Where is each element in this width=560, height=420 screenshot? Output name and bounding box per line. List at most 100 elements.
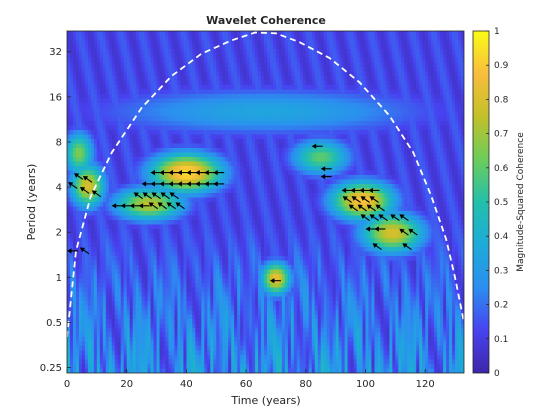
heatmap-cell bbox=[284, 193, 289, 198]
heatmap-cell bbox=[258, 98, 262, 104]
heatmap-cell bbox=[192, 31, 196, 36]
heatmap-cell bbox=[201, 107, 205, 113]
heatmap-cell bbox=[281, 130, 286, 135]
heatmap-cell bbox=[174, 85, 178, 90]
heatmap-cell bbox=[434, 62, 438, 68]
heatmap-cell bbox=[219, 62, 223, 68]
heatmap-cell bbox=[231, 125, 235, 131]
heatmap-cell bbox=[293, 143, 298, 149]
heatmap-cell bbox=[326, 116, 331, 122]
heatmap-cell bbox=[287, 58, 292, 63]
heatmap-cell bbox=[102, 161, 107, 167]
heatmap-cell bbox=[243, 170, 247, 176]
heatmap-cell bbox=[67, 125, 71, 131]
heatmap-cell bbox=[159, 89, 163, 95]
heatmap-cell bbox=[410, 40, 414, 45]
heatmap-cell bbox=[326, 58, 331, 63]
heatmap-cell bbox=[126, 170, 131, 176]
heatmap-cell bbox=[72, 161, 77, 167]
heatmap-cell bbox=[165, 89, 169, 95]
heatmap-cell bbox=[210, 139, 214, 144]
heatmap-cell bbox=[237, 161, 241, 167]
heatmap-cell bbox=[281, 76, 286, 81]
heatmap-cell bbox=[234, 76, 238, 81]
heatmap-cell bbox=[228, 184, 232, 189]
heatmap-cell bbox=[138, 170, 143, 176]
heatmap-cell bbox=[261, 184, 265, 189]
heatmap-cell bbox=[428, 76, 432, 81]
heatmap-cell bbox=[452, 62, 456, 68]
heatmap-cell bbox=[299, 125, 304, 131]
heatmap-cell bbox=[278, 184, 283, 189]
heatmap-cell bbox=[314, 62, 319, 68]
heatmap-cell bbox=[284, 166, 289, 171]
heatmap-cell bbox=[141, 85, 145, 90]
heatmap-cell bbox=[383, 116, 387, 122]
heatmap-cell bbox=[195, 67, 199, 72]
heatmap-cell bbox=[156, 143, 160, 149]
heatmap-cell bbox=[371, 31, 375, 36]
heatmap-cell bbox=[275, 67, 280, 72]
heatmap-cell bbox=[240, 161, 244, 167]
heatmap-cell bbox=[314, 139, 319, 144]
heatmap-cell bbox=[326, 112, 331, 117]
heatmap-cell bbox=[159, 175, 163, 180]
heatmap-cell bbox=[120, 112, 125, 117]
heatmap-cell bbox=[216, 161, 220, 167]
heatmap-cell bbox=[216, 103, 220, 108]
heatmap-cell bbox=[258, 58, 262, 63]
heatmap-cell bbox=[261, 76, 265, 81]
heatmap-cell bbox=[272, 103, 277, 108]
heatmap-cell bbox=[84, 107, 89, 113]
heatmap-cell bbox=[141, 103, 145, 108]
heatmap-cell bbox=[162, 94, 166, 99]
heatmap-cell bbox=[395, 139, 399, 144]
heatmap-cell bbox=[159, 161, 163, 167]
heatmap-cell bbox=[177, 89, 181, 95]
heatmap-cell bbox=[93, 40, 98, 45]
heatmap-cell bbox=[350, 166, 354, 171]
heatmap-cell bbox=[168, 89, 172, 95]
heatmap-cell bbox=[419, 134, 423, 140]
heatmap-cell bbox=[317, 125, 322, 131]
heatmap-cell bbox=[428, 85, 432, 90]
heatmap-cell bbox=[380, 40, 384, 45]
heatmap-cell bbox=[132, 125, 137, 131]
heatmap-cell bbox=[344, 67, 348, 72]
heatmap-cell bbox=[255, 35, 259, 41]
heatmap-cell bbox=[99, 44, 104, 50]
heatmap-cell bbox=[344, 193, 348, 198]
heatmap-cell bbox=[398, 103, 402, 108]
heatmap-cell bbox=[123, 184, 128, 189]
heatmap-cell bbox=[201, 175, 205, 180]
heatmap-cell bbox=[117, 94, 122, 99]
heatmap-cell bbox=[132, 197, 137, 203]
heatmap-cell bbox=[314, 89, 319, 95]
heatmap-cell bbox=[120, 62, 125, 68]
heatmap-cell bbox=[311, 35, 316, 41]
heatmap-cell bbox=[156, 193, 160, 198]
heatmap-cell bbox=[407, 188, 411, 194]
heatmap-cell bbox=[290, 31, 295, 36]
heatmap-cell bbox=[264, 40, 268, 45]
heatmap-cell bbox=[186, 76, 190, 81]
heatmap-cell bbox=[305, 62, 310, 68]
heatmap-cell bbox=[159, 53, 163, 59]
heatmap-cell bbox=[132, 76, 137, 81]
heatmap-cell bbox=[422, 193, 426, 198]
heatmap-cell bbox=[440, 31, 444, 36]
heatmap-cell bbox=[446, 170, 450, 176]
heatmap-cell bbox=[407, 193, 411, 198]
heatmap-cell bbox=[350, 67, 354, 72]
heatmap-cell bbox=[84, 139, 89, 144]
heatmap-cell bbox=[425, 175, 429, 180]
heatmap-cell bbox=[404, 148, 408, 153]
heatmap-cell bbox=[341, 40, 345, 45]
heatmap-cell bbox=[302, 49, 307, 54]
heatmap-cell bbox=[443, 76, 447, 81]
heatmap-cell bbox=[440, 44, 444, 50]
heatmap-cell bbox=[222, 35, 226, 41]
heatmap-cell bbox=[392, 76, 396, 81]
heatmap-cell bbox=[246, 80, 250, 86]
heatmap-cell bbox=[264, 130, 268, 135]
